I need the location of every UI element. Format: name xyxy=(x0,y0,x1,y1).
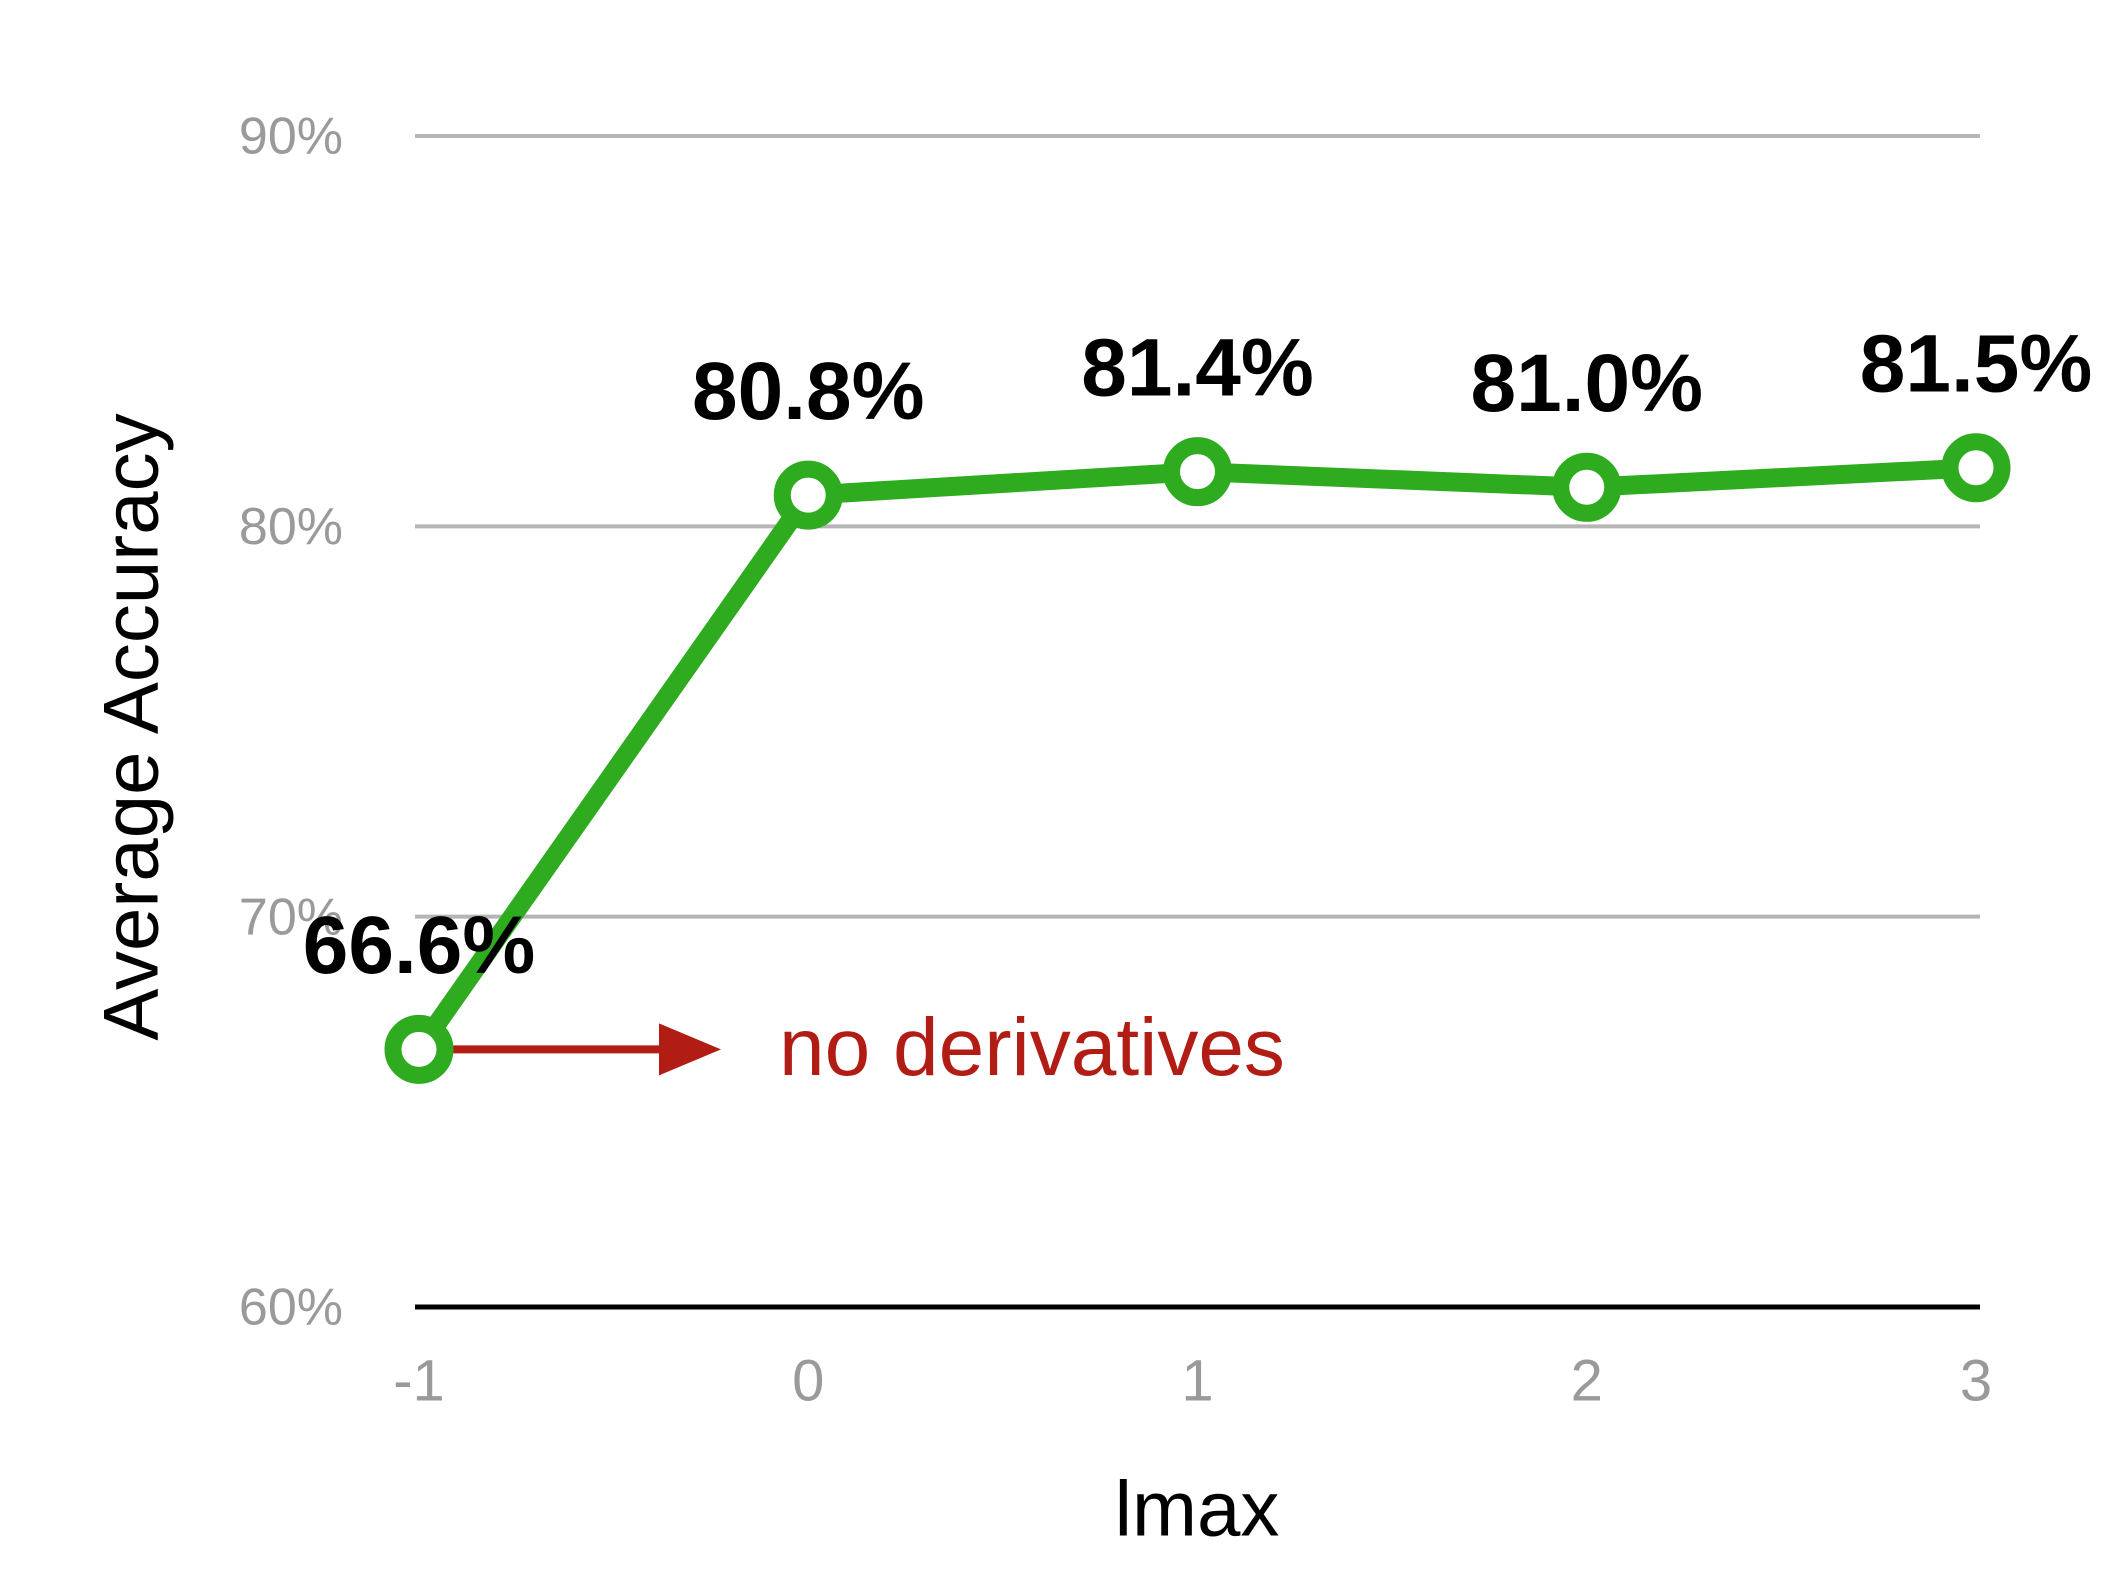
x-tick-label: 3 xyxy=(1960,1348,1992,1413)
point xyxy=(1552,452,1622,522)
data-label: 81.0% xyxy=(1470,338,1703,429)
point xyxy=(384,1014,454,1084)
x-tick-label: 0 xyxy=(792,1348,824,1413)
y-tick-label: 80% xyxy=(239,498,343,556)
y-tick-label: 60% xyxy=(239,1279,343,1337)
data-label: 66.6% xyxy=(303,900,536,991)
y-tick-label: 90% xyxy=(239,108,343,166)
data-label: 80.8% xyxy=(692,346,925,437)
point xyxy=(1163,437,1232,507)
data-label: 81.4% xyxy=(1081,322,1314,413)
annotation: no derivatives xyxy=(779,1002,1285,1093)
data-line xyxy=(411,458,1977,1055)
y-tick-label: 70% xyxy=(239,888,343,946)
x-axis-label: lmax xyxy=(1115,1465,1280,1553)
x-tick-label: 1 xyxy=(1181,1348,1213,1413)
y-axis-label: Average Accuracy xyxy=(87,413,175,1040)
x-tick-label: 2 xyxy=(1571,1348,1603,1413)
annotation-arrowhead xyxy=(659,1023,721,1076)
data-label: 81.5% xyxy=(1860,318,2093,409)
point xyxy=(1941,433,2011,503)
point xyxy=(773,460,843,530)
x-tick-label: -1 xyxy=(393,1348,445,1413)
